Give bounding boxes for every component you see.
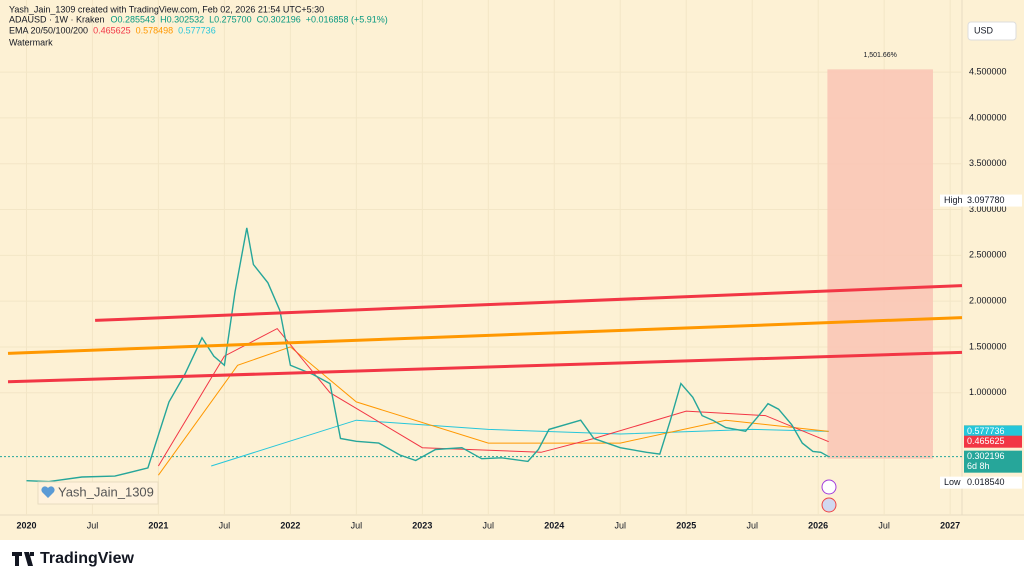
y-tick-label: 3.500000 — [969, 158, 1007, 168]
series-line — [157, 327, 829, 467]
axis-marker-label: 3.097780 — [967, 195, 1005, 205]
event-icon[interactable] — [821, 497, 837, 513]
x-tick-label: Jul — [483, 520, 495, 530]
x-tick-label: 2020 — [16, 520, 36, 530]
axis-marker — [964, 450, 1022, 473]
heart-icon — [41, 486, 55, 498]
symbol: ADAUSD · 1W · Kraken — [9, 14, 105, 24]
projection-box — [827, 69, 933, 459]
ohlc-value: O0.285543 — [111, 14, 156, 24]
axis-caption-box — [940, 194, 964, 207]
x-tick-label: 2025 — [676, 520, 696, 530]
axis-marker-label: 0.577736 — [967, 426, 1005, 436]
projection-label: 1,501.66% — [863, 52, 896, 59]
series-line — [157, 346, 829, 476]
axis-caption-box — [940, 476, 964, 489]
series-line — [211, 419, 829, 467]
x-tick-label: Jul — [351, 520, 363, 530]
ohlc-value: H0.302532 — [160, 14, 204, 24]
event-icon[interactable] — [821, 479, 837, 495]
x-tick-label: 2023 — [412, 520, 432, 530]
signature: Yash_Jain_1309 — [58, 484, 154, 499]
axis-marker — [964, 476, 1022, 489]
currency-button[interactable] — [967, 21, 1017, 41]
series-line — [7, 350, 963, 384]
axis-marker — [964, 194, 1022, 207]
brand: TradingView — [40, 550, 135, 567]
y-tick-label: 1.500000 — [969, 341, 1007, 351]
axis-caption: 6d 8h — [967, 461, 990, 471]
ohlc-value: L0.275700 — [209, 14, 252, 24]
x-tick-label: Jul — [219, 520, 231, 530]
x-tick-label: Jul — [614, 520, 626, 530]
x-tick-label: Jul — [746, 520, 758, 530]
axis-marker-label: 0.302196 — [967, 451, 1005, 461]
axis-marker-label: 0.018540 — [967, 477, 1005, 487]
axis-marker-label: 0.465625 — [967, 436, 1005, 446]
ohlc-value: C0.302196 — [257, 14, 301, 24]
y-tick-label: 1.000000 — [969, 387, 1007, 397]
x-tick-label: 2021 — [148, 520, 168, 530]
x-tick-label: 2026 — [808, 520, 828, 530]
x-tick-label: Jul — [87, 520, 99, 530]
plot — [0, 0, 963, 515]
y-tick-label: 4.500000 — [969, 66, 1007, 76]
y-tick-label: 4.000000 — [969, 112, 1007, 122]
axis-caption: High — [944, 195, 963, 205]
series-line — [7, 316, 963, 355]
ema-title: EMA 20/50/100/200 — [9, 25, 88, 35]
series-line — [26, 227, 830, 483]
axis-marker — [964, 425, 1022, 438]
x-tick-label: Jul — [878, 520, 890, 530]
logo-icon — [12, 552, 34, 566]
x-tick-label: 2024 — [544, 520, 564, 530]
y-tick-label: 3.000000 — [969, 204, 1007, 214]
y-tick-label: 2.500000 — [969, 250, 1007, 260]
x-tick-label: 2022 — [280, 520, 300, 530]
series-line — [95, 284, 963, 322]
ema-value: 0.577736 — [178, 25, 216, 35]
y-tick-label: 2.000000 — [969, 296, 1007, 306]
currency[interactable]: USD — [974, 25, 994, 35]
credit: Yash_Jain_1309 created with TradingView.… — [9, 4, 324, 14]
watermark-label: Watermark — [9, 37, 53, 47]
ohlc-value: +0.016858 (+5.91%) — [306, 14, 388, 24]
x-tick-label: 2027 — [940, 520, 960, 530]
signature-box — [37, 481, 159, 505]
axis-marker — [964, 435, 1022, 448]
axis-caption: Low — [944, 477, 961, 487]
ema-value: 0.465625 — [93, 25, 131, 35]
ema-value: 0.578498 — [136, 25, 174, 35]
